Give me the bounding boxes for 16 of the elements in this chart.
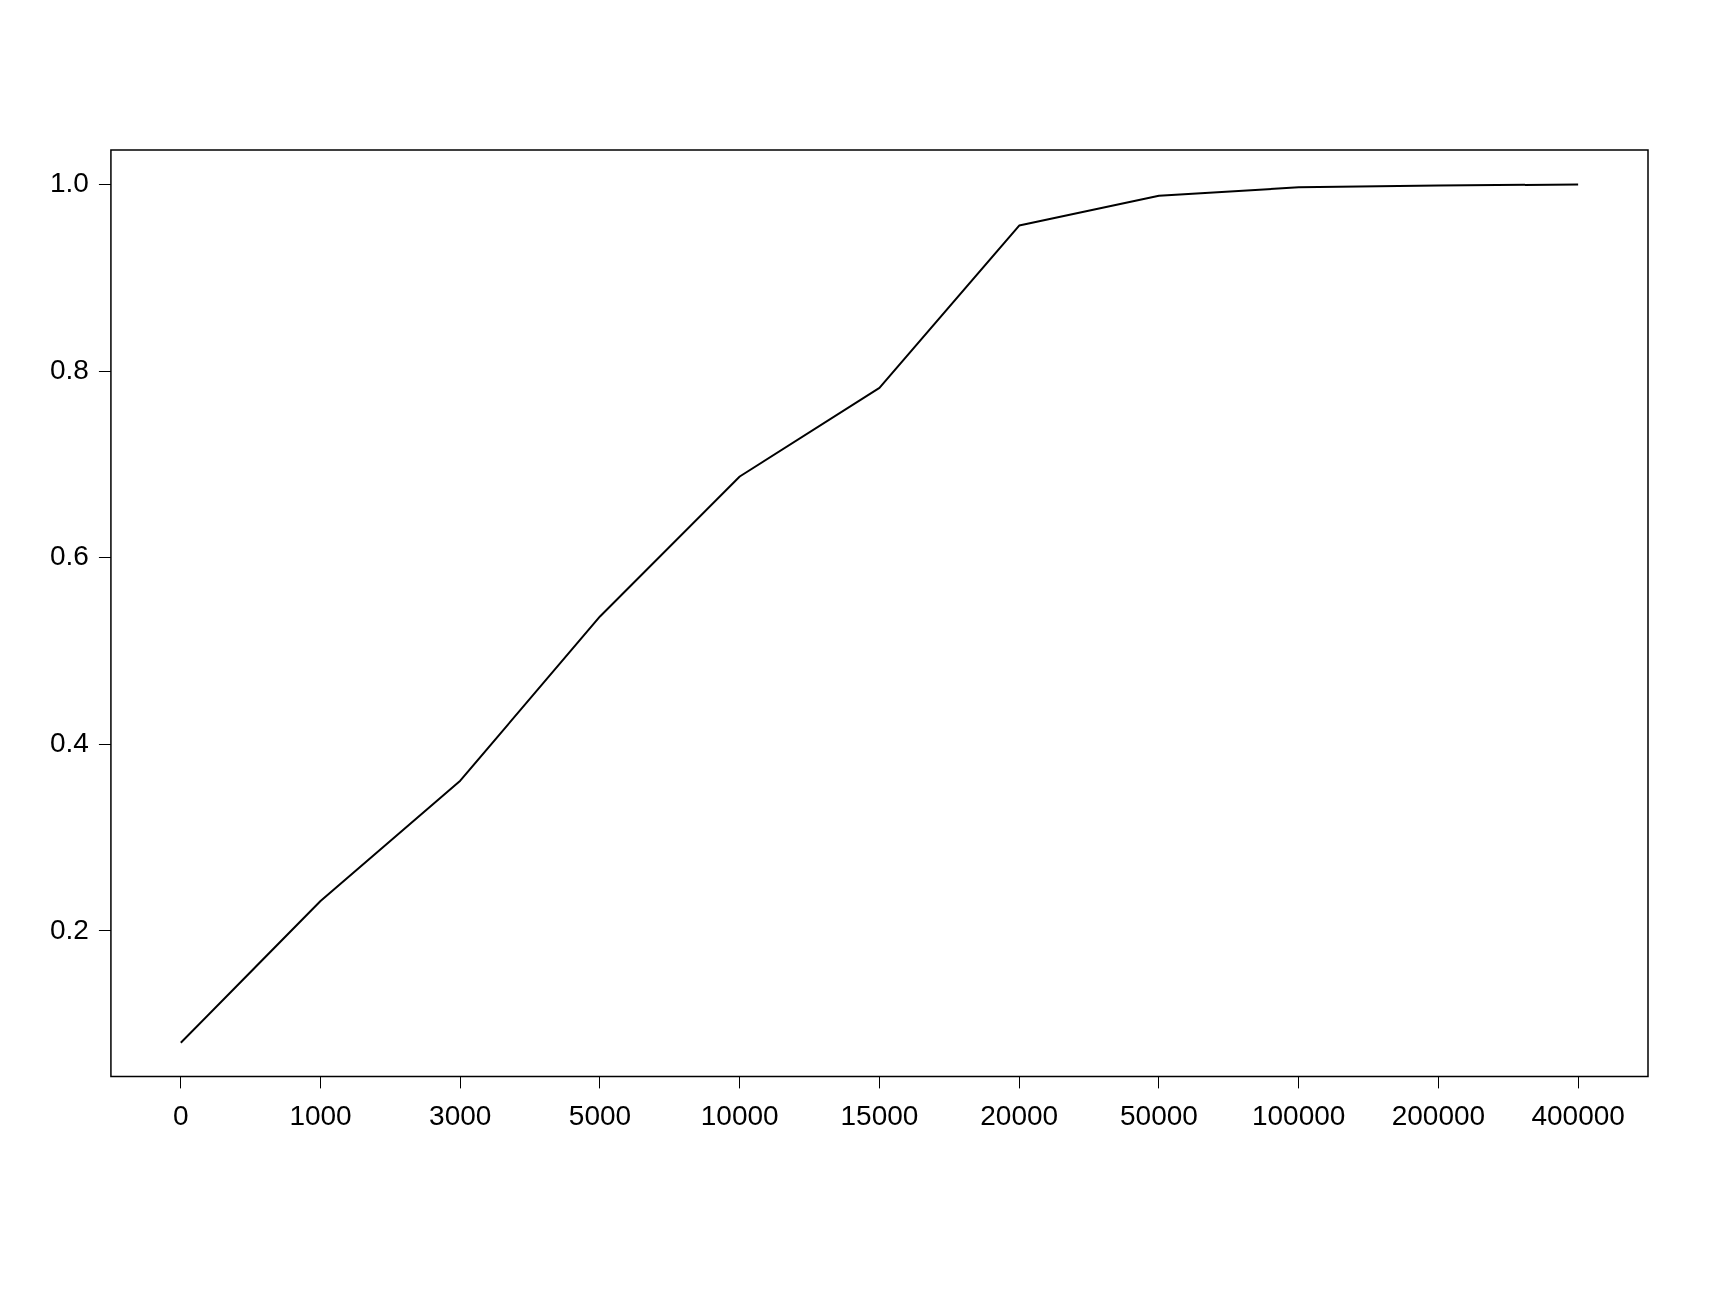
x-tick-label: 0 <box>173 1099 189 1131</box>
x-tick-label: 20000 <box>980 1099 1059 1131</box>
x-tick-label: 200000 <box>1391 1099 1486 1131</box>
y-tick-label: 1.0 <box>49 167 89 199</box>
x-tick-label: 15000 <box>840 1099 919 1131</box>
x-tick-label: 50000 <box>1119 1099 1198 1131</box>
x-tick-label: 400000 <box>1531 1099 1625 1131</box>
y-tick-label: 0.6 <box>49 540 89 572</box>
x-tick-label: 3000 <box>429 1099 492 1131</box>
y-tick-label: 0.2 <box>49 913 89 945</box>
x-tick-label: 10000 <box>700 1099 779 1131</box>
y-tick-label: 0.8 <box>49 353 89 385</box>
x-tick-label: 5000 <box>568 1099 632 1131</box>
y-tick-label: 0.4 <box>49 727 89 758</box>
x-tick-label: 1000 <box>289 1099 352 1131</box>
x-tick-label: 100000 <box>1251 1099 1346 1131</box>
